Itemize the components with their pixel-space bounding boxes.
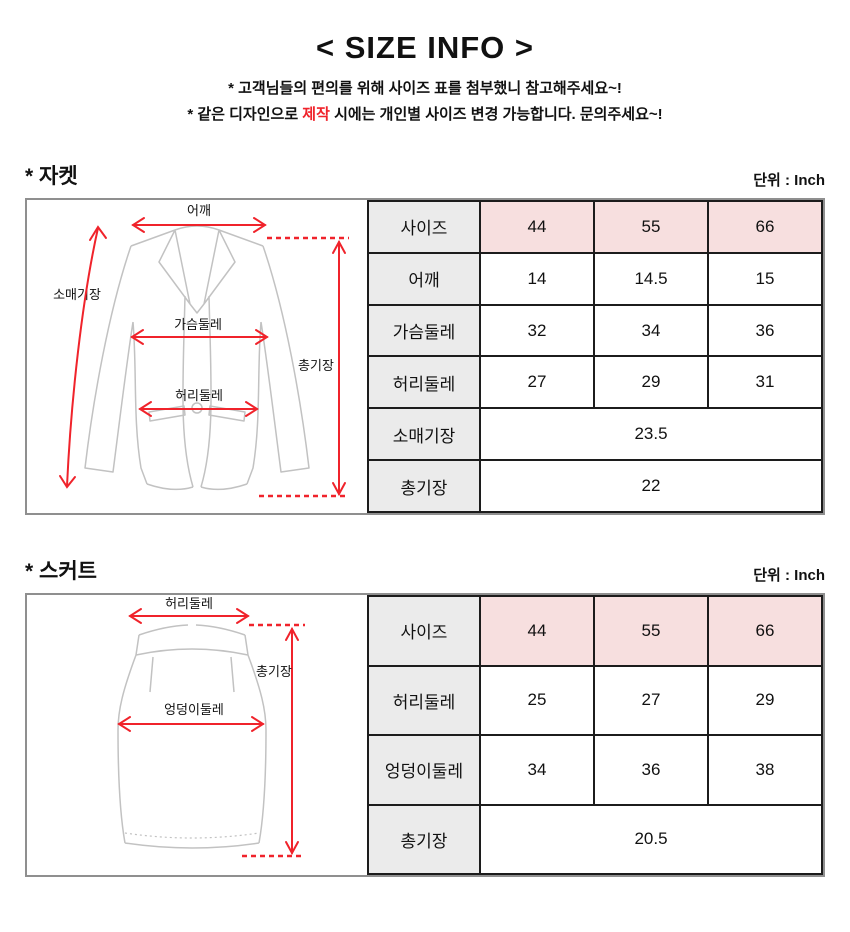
row-label: 총기장 — [367, 803, 481, 875]
cell: 14.5 — [593, 251, 709, 306]
size-44-cell: 44 — [479, 595, 595, 667]
table-row: 소매기장 23.5 — [367, 407, 823, 462]
cell-span: 22 — [479, 459, 823, 513]
jacket-diagram: 어깨 소매기장 가슴둘레 — [27, 200, 367, 513]
cell: 29 — [593, 355, 709, 410]
sleeve-length-arrow: 소매기장 — [53, 225, 107, 489]
jacket-unit-label: 단위 : Inch — [753, 172, 825, 189]
cell: 34 — [593, 303, 709, 358]
chest-label: 가슴둘레 — [174, 317, 222, 332]
cell: 15 — [707, 251, 823, 306]
table-row: 허리둘레 25 27 29 — [367, 664, 823, 736]
skirt-unit-label: 단위 : Inch — [753, 567, 825, 584]
jacket-illustration: 어깨 소매기장 가슴둘레 — [53, 203, 349, 498]
sleeve-label: 소매기장 — [53, 287, 101, 302]
size-55-cell: 55 — [593, 595, 709, 667]
skirt-hip-arrow: 엉덩이둘레 — [117, 702, 265, 732]
row-label: 가슴둘레 — [367, 303, 481, 358]
waist-label: 허리둘레 — [175, 388, 223, 403]
cell-span: 23.5 — [479, 407, 823, 462]
size-info-page: < SIZE INFO > * 고객님들의 편의를 위해 사이즈 표를 첨부했니… — [0, 30, 850, 877]
size-66-cell: 66 — [707, 595, 823, 667]
size-66-cell: 66 — [707, 200, 823, 254]
cell: 34 — [479, 734, 595, 806]
note-1: * 고객님들의 편의를 위해 사이즈 표를 첨부했니 참고해주세요~! — [228, 80, 622, 97]
row-label: 허리둘레 — [367, 664, 481, 736]
shoulder-label: 어깨 — [187, 203, 211, 218]
size-header-cell: 사이즈 — [367, 200, 481, 254]
page-title: < SIZE INFO > — [316, 30, 534, 65]
skirt-total-length-label: 총기장 — [256, 664, 292, 679]
total-length-arrow: 총기장 — [259, 236, 349, 498]
jacket-section-title: * 자켓 — [25, 165, 78, 188]
table-row: 가슴둘레 32 34 36 — [367, 303, 823, 358]
note-2: * 같은 디자인으로 제작 시에는 개인별 사이즈 변경 가능합니다. 문의주세… — [0, 104, 850, 127]
cell: 36 — [593, 734, 709, 806]
jacket-section: * 자켓 단위 : Inch 어깨 — [25, 160, 825, 515]
size-55-cell: 55 — [593, 200, 709, 254]
cell: 14 — [479, 251, 595, 306]
jacket-outline-icon — [84, 225, 310, 491]
jacket-section-header: * 자켓 단위 : Inch — [25, 160, 825, 190]
jacket-size-table: 사이즈 44 55 66 어깨 14 14.5 15 가슴둘레 32 3 — [367, 200, 823, 513]
skirt-total-length-arrow: 총기장 — [242, 623, 305, 858]
note-2-before: * 같은 디자인으로 — [187, 105, 303, 123]
jacket-panel: 어깨 소매기장 가슴둘레 — [25, 198, 825, 515]
note-2-highlight: 제작 — [302, 105, 330, 123]
size-44-cell: 44 — [479, 200, 595, 254]
skirt-waist-label: 허리둘레 — [165, 596, 213, 611]
size-header-cell: 사이즈 — [367, 595, 481, 667]
row-label: 어깨 — [367, 251, 481, 306]
table-header-row: 사이즈 44 55 66 — [367, 595, 823, 667]
cell: 38 — [707, 734, 823, 806]
skirt-section-header: * 스커트 단위 : Inch — [25, 555, 825, 585]
skirt-section: * 스커트 단위 : Inch 허리둘레 — [25, 555, 825, 877]
note-2-after: 시에는 개인별 사이즈 변경 가능합니다. 문의주세요~! — [329, 105, 663, 123]
cell-span: 20.5 — [479, 803, 823, 875]
cell: 36 — [707, 303, 823, 358]
skirt-hip-label: 엉덩이둘레 — [164, 702, 224, 717]
cell: 31 — [707, 355, 823, 410]
row-label: 총기장 — [367, 459, 481, 513]
skirt-section-title: * 스커트 — [25, 560, 97, 583]
skirt-waist-arrow: 허리둘레 — [128, 596, 250, 624]
table-row: 허리둘레 27 29 31 — [367, 355, 823, 410]
skirt-size-table: 사이즈 44 55 66 허리둘레 25 27 29 엉덩이둘레 34 — [367, 595, 823, 875]
table-header-row: 사이즈 44 55 66 — [367, 200, 823, 254]
cell: 27 — [593, 664, 709, 736]
waist-arrow: 허리둘레 — [138, 388, 259, 417]
skirt-illustration: 허리둘레 엉덩이둘레 — [117, 596, 305, 858]
table-row: 어깨 14 14.5 15 — [367, 251, 823, 306]
table-row: 총기장 20.5 — [367, 803, 823, 875]
chest-arrow: 가슴둘레 — [130, 317, 269, 345]
row-label: 엉덩이둘레 — [367, 734, 481, 806]
total-length-label: 총기장 — [298, 358, 334, 373]
cell: 25 — [479, 664, 595, 736]
cell: 27 — [479, 355, 595, 410]
cell: 32 — [479, 303, 595, 358]
skirt-diagram: 허리둘레 엉덩이둘레 — [27, 595, 367, 875]
skirt-outline-icon — [117, 624, 267, 849]
table-row: 총기장 22 — [367, 459, 823, 513]
row-label: 소매기장 — [367, 407, 481, 462]
cell: 29 — [707, 664, 823, 736]
table-row: 엉덩이둘레 34 36 38 — [367, 734, 823, 806]
skirt-panel: 허리둘레 엉덩이둘레 — [25, 593, 825, 877]
shoulder-arrow: 어깨 — [131, 203, 267, 233]
row-label: 허리둘레 — [367, 355, 481, 410]
